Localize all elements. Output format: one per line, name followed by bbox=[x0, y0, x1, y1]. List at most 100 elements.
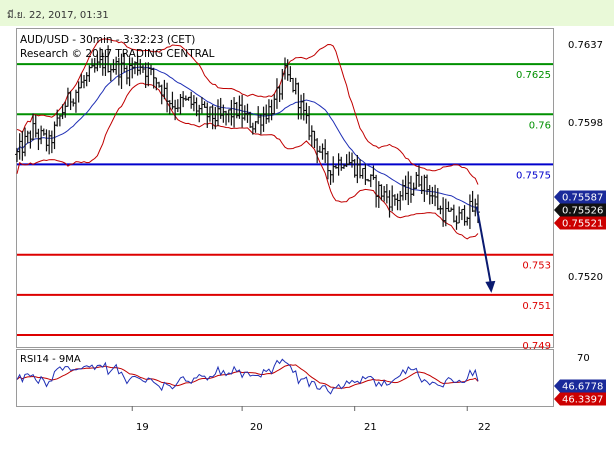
rsi-value-tag-bg bbox=[554, 379, 606, 393]
ohlc-bar bbox=[111, 59, 116, 73]
ohlc-bar bbox=[167, 100, 172, 115]
ohlc-bar bbox=[108, 64, 113, 82]
chart-title: AUD/USD - 30min - 3:32:23 (CET) bbox=[20, 34, 195, 46]
ohlc-bar bbox=[328, 170, 333, 185]
ohlc-bar bbox=[199, 97, 204, 114]
ohlc-bar bbox=[451, 204, 456, 223]
ohlc-bar bbox=[470, 190, 475, 212]
ohlc-bar bbox=[39, 125, 44, 145]
ohlc-bar bbox=[175, 99, 180, 113]
ohlc-bar bbox=[384, 184, 389, 204]
price-tag-last: 0.75526 bbox=[554, 203, 606, 217]
ohlc-bar bbox=[226, 109, 231, 123]
ohlc-bar bbox=[23, 127, 28, 157]
ohlc-bar bbox=[76, 81, 81, 103]
ohlc-bar bbox=[435, 188, 440, 211]
level-label-0.753: 0.753 bbox=[522, 261, 551, 272]
ohlc-bar bbox=[224, 110, 229, 126]
level-label-0.7625: 0.7625 bbox=[516, 70, 551, 81]
ohlc-bar bbox=[374, 174, 379, 208]
ohlc-bar bbox=[149, 64, 153, 76]
ohlc-bar bbox=[92, 57, 97, 73]
ohlc-bar bbox=[462, 205, 467, 226]
level-label-0.76: 0.76 bbox=[529, 120, 551, 131]
ohlc-bar bbox=[360, 168, 365, 179]
ohlc-bar bbox=[237, 95, 242, 119]
ohlc-bar bbox=[47, 130, 52, 155]
ohlc-bar bbox=[430, 186, 435, 204]
ohlc-bar bbox=[269, 99, 274, 121]
price-tag-last-text: 0.75526 bbox=[562, 206, 603, 217]
ohlc-bar bbox=[331, 156, 336, 183]
ohlc-bar bbox=[368, 174, 373, 188]
ohlc-bar bbox=[438, 205, 443, 215]
ohlc-bar bbox=[154, 77, 159, 91]
price-tag-bollinger-bg bbox=[554, 216, 606, 230]
ohlc-bar bbox=[304, 102, 309, 124]
rsi-line bbox=[16, 358, 479, 395]
ohlc-bar bbox=[253, 121, 258, 133]
x-tick-label: 20 bbox=[250, 422, 263, 433]
price-tag-bollinger-text: 0.75521 bbox=[562, 219, 603, 230]
level-label-0.751: 0.751 bbox=[522, 301, 551, 312]
ohlc-bar bbox=[183, 95, 188, 101]
ohlc-bar bbox=[457, 206, 462, 224]
ohlc-bar bbox=[467, 194, 472, 230]
ohlc-bar bbox=[459, 208, 464, 221]
ohlc-bar bbox=[417, 165, 421, 187]
ohlc-bar bbox=[159, 84, 164, 105]
ohlc-bar bbox=[307, 106, 312, 141]
ohlc-bar bbox=[283, 57, 287, 80]
ohlc-bar bbox=[20, 130, 25, 161]
ohlc-bar bbox=[288, 66, 293, 82]
ohlc-bar bbox=[73, 89, 78, 113]
ohlc-bar bbox=[17, 133, 22, 160]
ohlc-bar bbox=[124, 65, 129, 85]
y-tick-label: 0.7598 bbox=[568, 118, 603, 129]
ohlc-bar bbox=[363, 163, 368, 185]
ohlc-bar bbox=[15, 147, 19, 163]
ohlc-bar bbox=[355, 154, 360, 184]
ohlc-bar bbox=[165, 82, 170, 113]
rsi-ma-value-tag-bg bbox=[554, 392, 606, 406]
rsi-ma-value-tag-text: 46.3397 bbox=[562, 395, 603, 406]
ohlc-bar bbox=[446, 201, 451, 212]
rsi-panel-frame bbox=[16, 349, 554, 407]
ohlc-bar bbox=[419, 175, 424, 194]
main-panel-frame bbox=[16, 28, 554, 348]
forecast-arrow-head bbox=[485, 280, 496, 293]
ohlc-bar bbox=[390, 185, 395, 212]
price-tag-ma: 0.75587 bbox=[554, 190, 606, 204]
ohlc-bar bbox=[216, 99, 220, 127]
ohlc-bar bbox=[84, 72, 89, 87]
ohlc-bar bbox=[395, 193, 400, 211]
ohlc-bar bbox=[323, 139, 328, 164]
ohlc-bar bbox=[293, 77, 298, 95]
ohlc-bar bbox=[392, 194, 397, 206]
ohlc-bar bbox=[116, 57, 121, 86]
x-tick-label: 21 bbox=[364, 422, 377, 433]
rsi-title: RSI14 - 9MA bbox=[20, 354, 81, 365]
rsi-ma-value-tag: 46.3397 bbox=[554, 392, 606, 406]
ohlc-bar bbox=[82, 75, 86, 89]
ohlc-bar bbox=[258, 113, 263, 135]
ohlc-bar bbox=[127, 57, 132, 87]
ohlc-bar bbox=[229, 99, 234, 126]
ohlc-bar bbox=[33, 114, 38, 138]
ohlc-bar bbox=[400, 179, 405, 201]
ohlc-bar bbox=[427, 184, 432, 205]
ohlc-bar bbox=[433, 184, 438, 207]
ohlc-bar bbox=[272, 94, 277, 115]
forecast-arrow-shaft bbox=[475, 206, 493, 288]
ohlc-bar bbox=[309, 125, 314, 147]
rsi-value-tag-text: 46.6778 bbox=[562, 382, 603, 393]
x-tick-label: 19 bbox=[136, 422, 149, 433]
bollinger-lower-line bbox=[16, 82, 479, 240]
ohlc-bar bbox=[146, 62, 151, 87]
ohlc-bar bbox=[299, 94, 304, 120]
ohlc-bar bbox=[71, 98, 76, 107]
ohlc-bar bbox=[422, 174, 427, 202]
price-tag-last-bg bbox=[554, 203, 606, 217]
ohlc-bar bbox=[189, 91, 194, 109]
y-tick-label: 0.7637 bbox=[568, 40, 603, 51]
